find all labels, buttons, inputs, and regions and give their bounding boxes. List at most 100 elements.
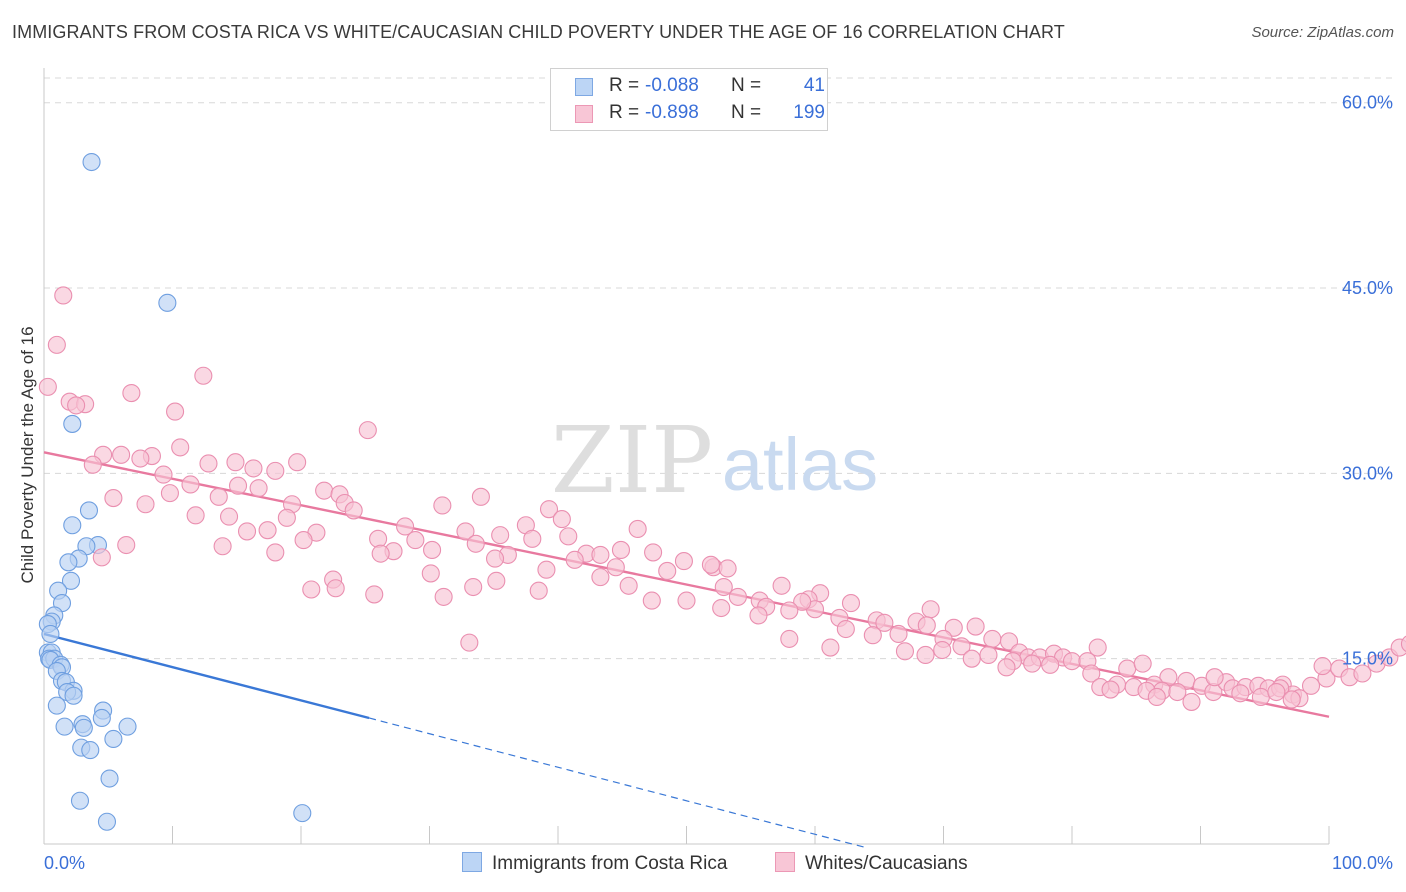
whites-point	[237, 522, 257, 541]
whites-point	[1400, 635, 1406, 652]
whites-point	[841, 594, 861, 613]
whites-point	[979, 645, 998, 665]
whites-point	[944, 618, 963, 637]
whites-point	[92, 548, 111, 567]
costa-rica-point	[41, 624, 60, 644]
whites-point	[611, 540, 631, 560]
costa-rica-point	[97, 812, 117, 831]
whites-point	[131, 449, 150, 468]
x-tick-label-min: 0.0%	[44, 853, 85, 873]
whites-point	[559, 527, 578, 546]
whites-point	[460, 633, 479, 652]
whites-point	[464, 577, 483, 597]
whites-point	[821, 638, 840, 657]
watermark-atlas: atlas	[722, 423, 878, 506]
whites-point	[916, 645, 935, 665]
whites-point	[423, 540, 442, 560]
whites-point	[701, 555, 720, 574]
whites-point	[628, 519, 647, 539]
whites-point	[154, 465, 173, 484]
whites-point	[1353, 664, 1372, 683]
costa-rica-point	[70, 791, 90, 810]
legend-r-label: R =	[609, 75, 640, 96]
whites-point	[160, 484, 179, 503]
whites-point	[358, 421, 377, 440]
legend-r-value: -0.898	[645, 102, 699, 123]
whites-point	[712, 598, 731, 618]
whites-point	[67, 396, 86, 415]
y-tick-label: 30.0%	[1342, 463, 1393, 483]
whites-point	[749, 606, 768, 625]
costa-rica-point	[55, 717, 74, 736]
y-tick-label: 15.0%	[1342, 649, 1393, 669]
whites-point	[1168, 682, 1187, 702]
whites-point	[421, 564, 440, 583]
whites-point	[226, 453, 245, 472]
whites-point	[962, 649, 981, 668]
whites-point	[780, 601, 799, 620]
whites-point	[171, 438, 190, 457]
whites-point	[1282, 690, 1301, 709]
bottom-legend-costa-rica: Immigrants from Costa Rica	[462, 852, 727, 875]
whites-point	[658, 561, 677, 581]
whites-point	[112, 445, 131, 464]
x-tick-label-max: 100.0%	[1332, 853, 1393, 873]
whites-point	[249, 479, 268, 498]
costa-rica-point	[82, 152, 101, 172]
whites-point	[529, 581, 548, 600]
whites-point	[999, 632, 1019, 651]
whites-point	[315, 481, 334, 500]
bottom-legend-swatch-blue	[462, 852, 482, 872]
legend-n-label: N =	[731, 102, 762, 123]
whites-point	[1041, 655, 1060, 674]
whites-point	[166, 402, 185, 421]
whites-point	[889, 624, 908, 644]
whites-point	[1101, 680, 1120, 699]
whites-point	[1062, 652, 1082, 671]
whites-point	[471, 487, 490, 506]
bottom-legend-label: Whites/Caucasians	[805, 853, 968, 874]
whites-point	[47, 335, 66, 354]
whites-point	[209, 487, 228, 506]
whites-point	[277, 508, 296, 527]
correlation-legend: R = -0.088 N = 41 R = -0.898 N = 199	[550, 68, 828, 131]
costa-rica-point	[63, 516, 82, 535]
whites-point	[302, 580, 321, 599]
whites-point	[219, 507, 239, 526]
whites-point	[921, 600, 940, 619]
whites-point	[288, 453, 307, 472]
whites-point	[369, 529, 388, 548]
costa-rica-point	[74, 718, 93, 737]
whites-point	[104, 489, 123, 508]
chart-title: IMMIGRANTS FROM COSTA RICA VS WHITE/CAUC…	[12, 22, 1065, 42]
whites-point	[997, 658, 1016, 677]
whites-point	[780, 629, 799, 648]
whites-point	[793, 592, 812, 611]
whites-point	[1023, 654, 1042, 673]
whites-point	[396, 517, 415, 536]
costa-rica-point	[79, 501, 99, 520]
whites-point	[181, 475, 200, 494]
whites-point	[1251, 687, 1270, 707]
costa-rica-point	[61, 571, 81, 590]
whites-point	[136, 495, 155, 514]
whites-point	[718, 559, 737, 578]
costa-rica-point	[63, 414, 82, 433]
whites-point	[487, 571, 506, 590]
whites-point	[619, 576, 638, 595]
whites-point	[772, 576, 791, 595]
bottom-legend-whites: Whites/Caucasians	[775, 852, 968, 875]
whites-point	[606, 558, 625, 577]
whites-point	[1313, 657, 1332, 676]
whites-point	[1205, 668, 1224, 687]
whites-point	[677, 591, 696, 610]
y-tick-label: 60.0%	[1342, 93, 1393, 113]
whites-point	[228, 476, 248, 495]
whites-point	[117, 535, 136, 555]
whites-point	[1082, 664, 1101, 683]
whites-point	[406, 531, 425, 550]
costa-rica-point	[100, 769, 119, 788]
whites-point	[365, 585, 384, 604]
whites-point	[491, 526, 510, 545]
